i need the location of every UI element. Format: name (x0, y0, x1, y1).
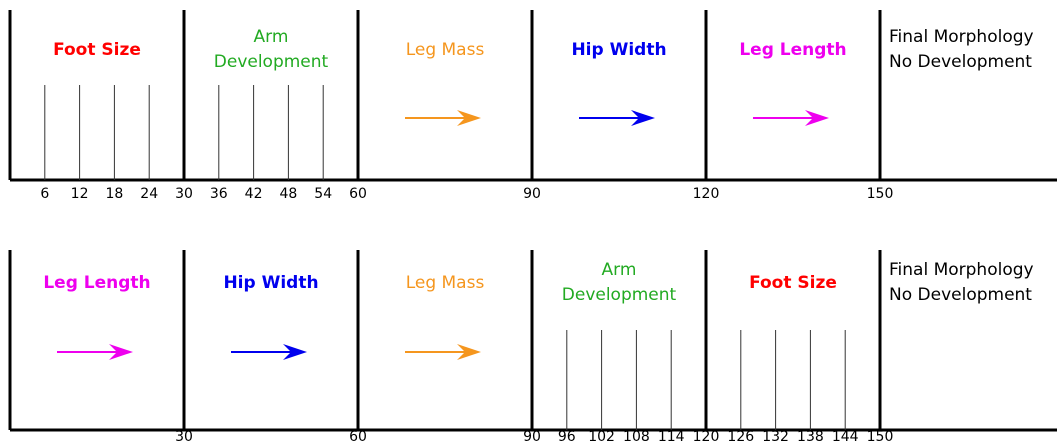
segment-label: Leg Length (43, 273, 150, 293)
tick-label: 150 (867, 186, 894, 202)
tick-label: 48 (279, 186, 297, 202)
tick-label: 90 (523, 186, 541, 202)
tick-label: 60 (349, 186, 367, 202)
tick-label: 138 (797, 429, 824, 443)
arrow-head (283, 344, 307, 360)
segment-label: Development (214, 52, 329, 72)
segment-label: Arm (254, 27, 289, 47)
tick-label: 42 (245, 186, 263, 202)
tick-label: 102 (588, 429, 615, 443)
tick-label: 18 (105, 186, 123, 202)
tick-label: 36 (210, 186, 228, 202)
segment-label: Development (562, 285, 677, 305)
tick-label: 54 (314, 186, 332, 202)
tick-label: 120 (693, 429, 720, 443)
tick-label: 30 (175, 429, 193, 443)
segment-label: Hip Width (223, 273, 318, 293)
tick-label: 24 (140, 186, 158, 202)
arrow-head (805, 110, 829, 126)
segment-label: Final Morphology (889, 260, 1034, 280)
segment-label: Arm (602, 260, 637, 280)
segment-label: Foot Size (53, 40, 141, 60)
segment-label: No Development (889, 285, 1032, 305)
segment-label: Hip Width (571, 40, 666, 60)
arrow-head (631, 110, 655, 126)
tick-label: 60 (349, 429, 367, 443)
segment-label: Leg Length (739, 40, 846, 60)
tick-label: 150 (867, 429, 894, 443)
tick-label: 144 (832, 429, 859, 443)
arrow-head (457, 344, 481, 360)
tick-label: 12 (71, 186, 89, 202)
tick-label: 114 (658, 429, 685, 443)
tick-label: 120 (693, 186, 720, 202)
arrow-head (109, 344, 133, 360)
tick-label: 90 (523, 429, 541, 443)
tick-label: 30 (175, 186, 193, 202)
segment-label: Final Morphology (889, 27, 1034, 47)
arrow-head (457, 110, 481, 126)
tick-label: 126 (727, 429, 754, 443)
tick-label: 108 (623, 429, 650, 443)
segment-label: Leg Mass (406, 40, 485, 60)
segment-label: Foot Size (749, 273, 837, 293)
tick-label: 6 (40, 186, 49, 202)
tick-label: 132 (762, 429, 789, 443)
segment-label: No Development (889, 52, 1032, 72)
segment-label: Leg Mass (406, 273, 485, 293)
tick-label: 96 (558, 429, 576, 443)
